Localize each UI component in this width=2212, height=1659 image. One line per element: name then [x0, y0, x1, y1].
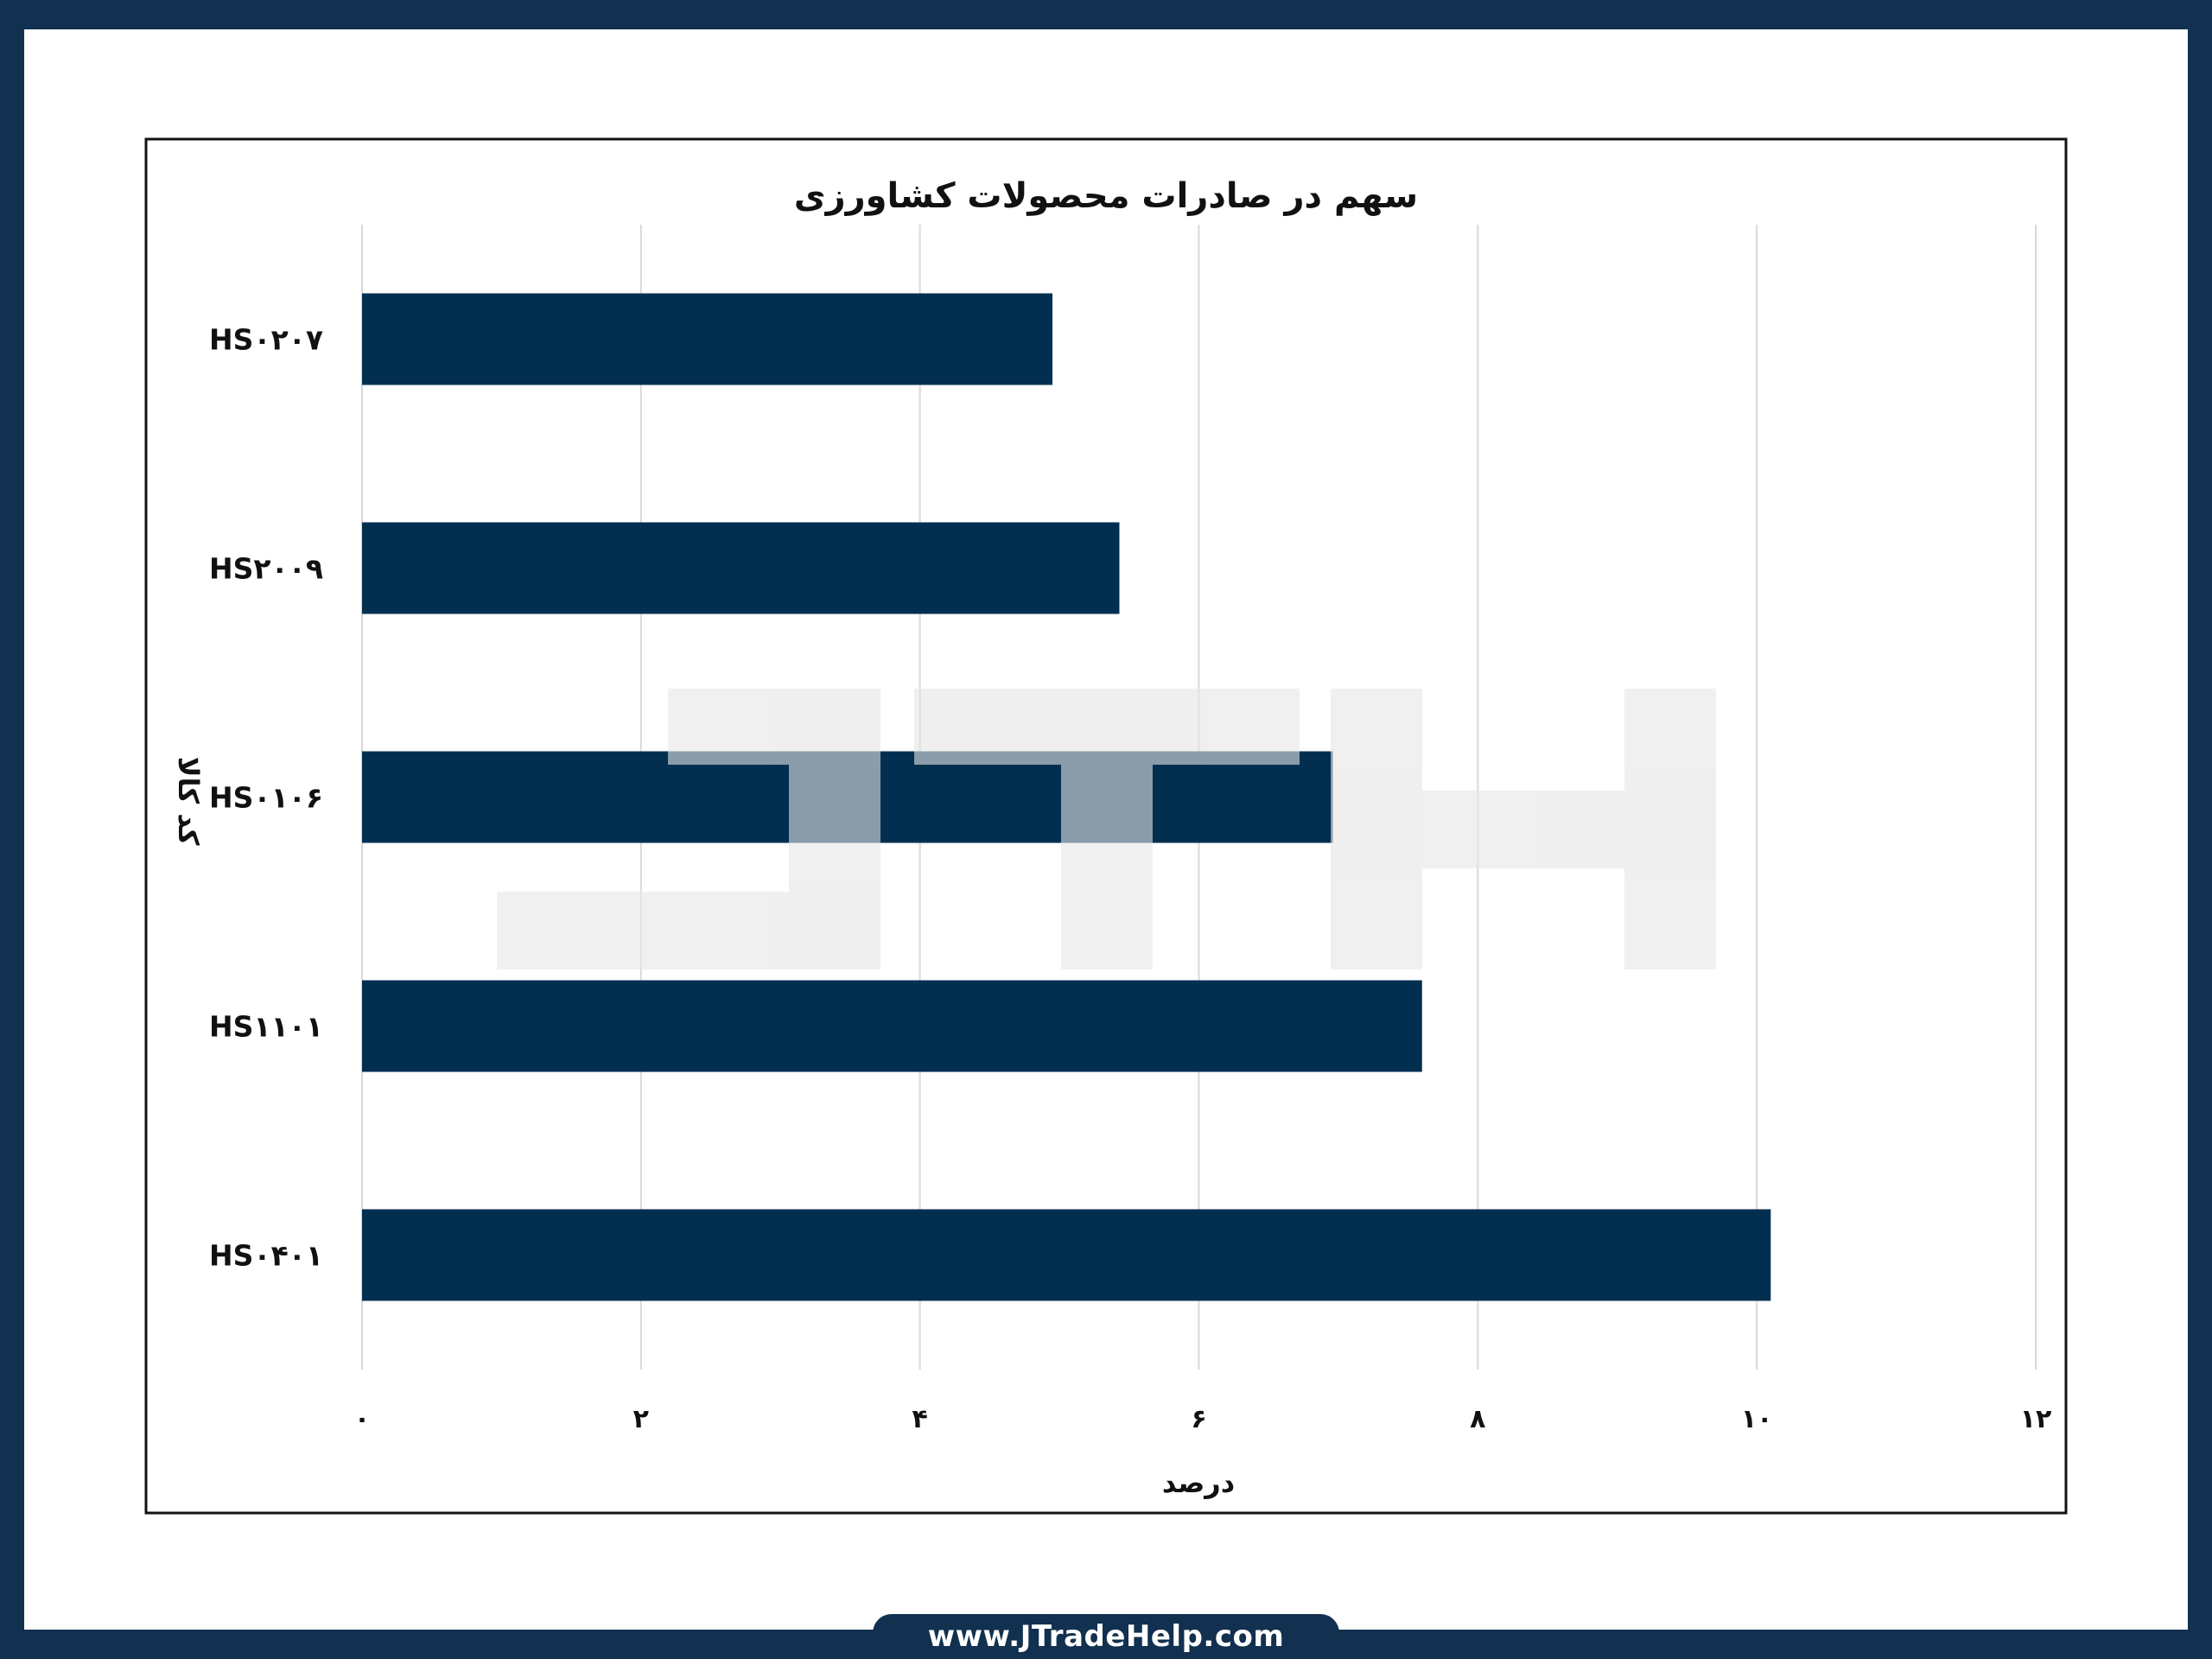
x-axis-title: درصد [1162, 1466, 1235, 1499]
x-tick-label: ۸ [1470, 1404, 1485, 1434]
website-url-footer[interactable]: www.JTradeHelp.com [873, 1614, 1339, 1659]
x-tick-label: ۶ [1191, 1404, 1206, 1434]
y-axis-title: کد کالا [172, 757, 205, 846]
x-tick-label: ۰ [354, 1404, 370, 1434]
category-label: HS۰۱۰۶ [209, 781, 323, 815]
category-labels: HS۰۲۰۷ HS۲۰۰۹ HS۰۱۰۶ HS۱۱۰۱ HS۰۴۰۱ [209, 323, 323, 1273]
category-label: HS۱۱۰۱ [209, 1010, 323, 1044]
chart-title: سهم در صادرات محصولات کشاورزی [794, 176, 1418, 216]
category-label: HS۰۴۰۱ [209, 1239, 323, 1273]
website-url-text[interactable]: www.JTradeHelp.com [927, 1619, 1285, 1654]
bar [362, 522, 1120, 614]
x-tick-label: ۱۲ [2020, 1404, 2052, 1434]
bar [362, 293, 1053, 385]
bar [362, 1209, 1771, 1301]
x-tick-label: ۱۰ [1741, 1404, 1773, 1434]
x-tick-label: ۲ [633, 1404, 649, 1434]
x-tick-labels: ۰ ۲ ۴ ۶ ۸ ۱۰ ۱۲ [354, 1404, 2051, 1434]
x-tick-label: ۴ [912, 1404, 928, 1434]
watermark-logo [497, 689, 1716, 969]
category-label: HS۰۲۰۷ [209, 323, 323, 357]
category-label: HS۲۰۰۹ [209, 552, 323, 586]
bar [362, 980, 1422, 1072]
